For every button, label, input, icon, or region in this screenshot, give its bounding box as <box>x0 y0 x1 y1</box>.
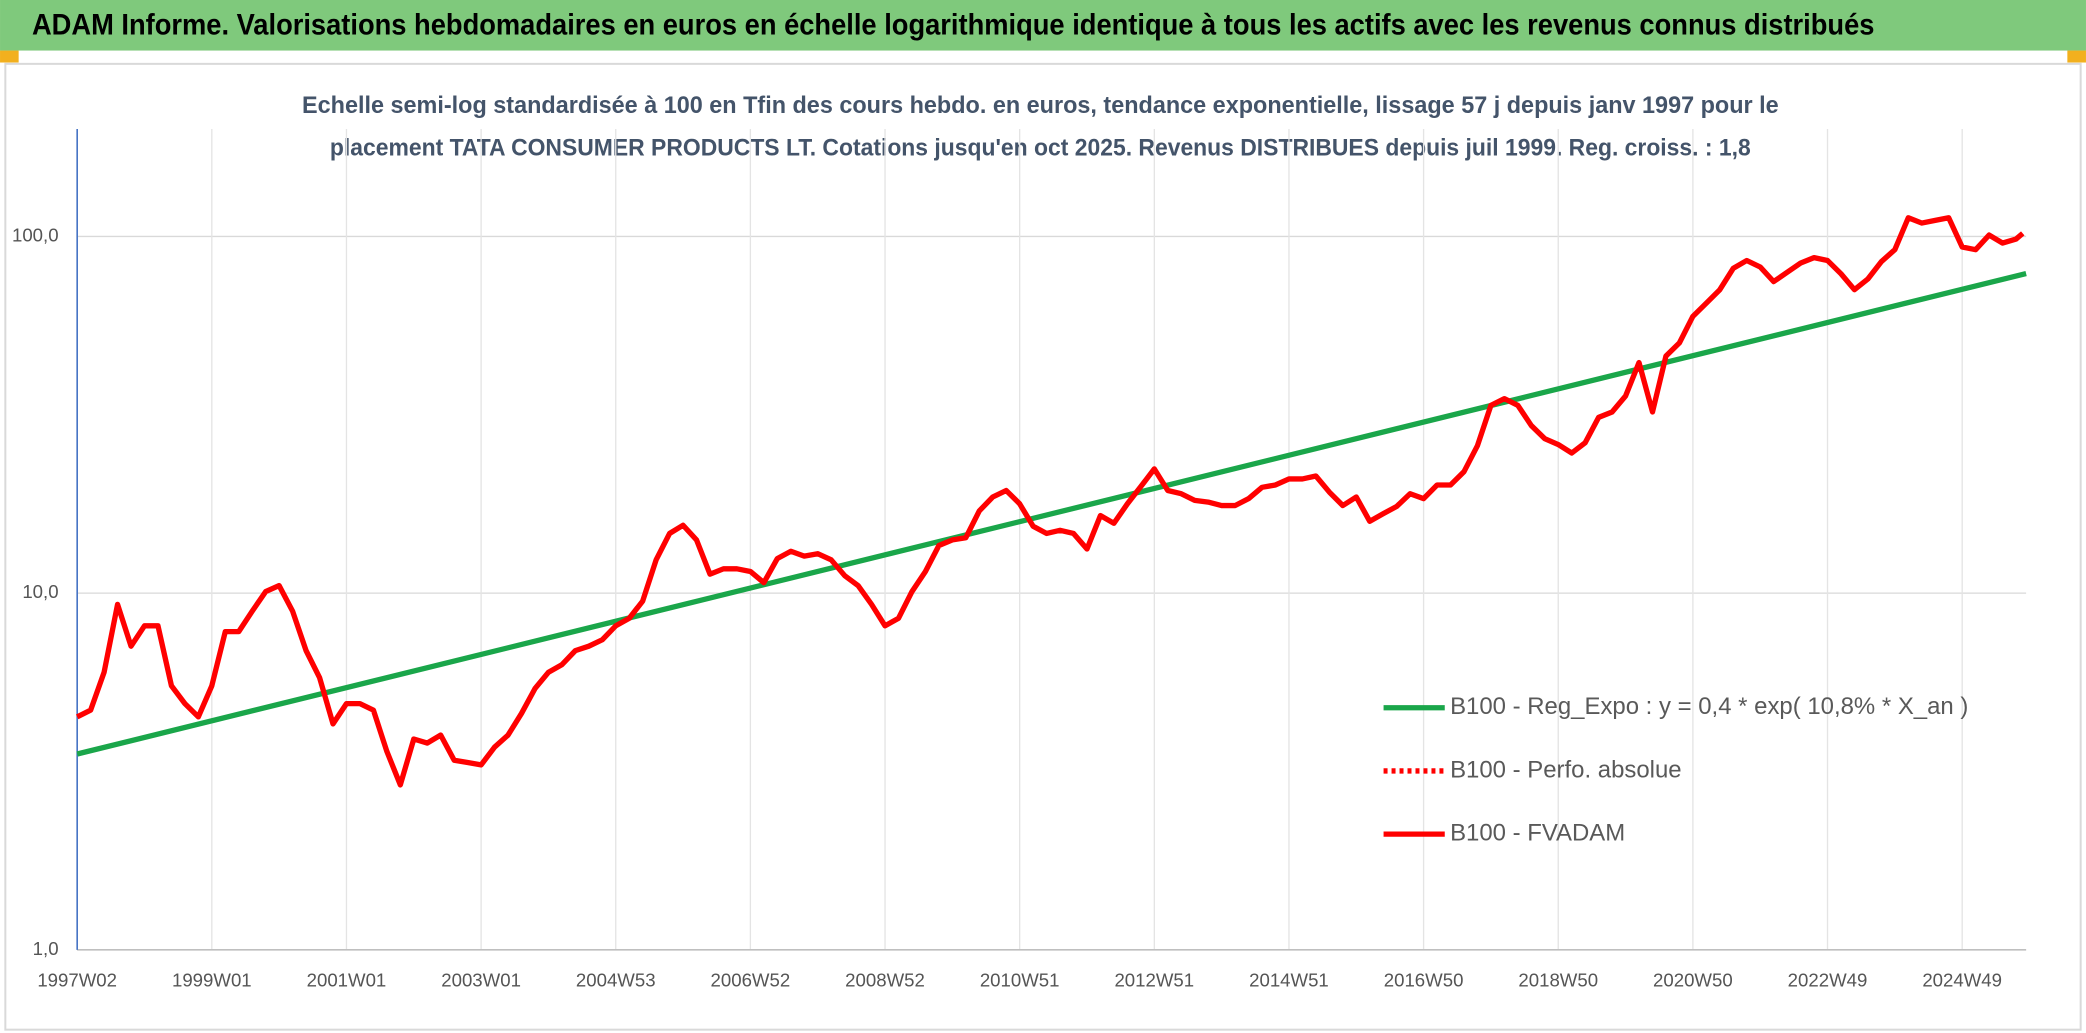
chart-subtitle: Echelle semi-log standardisée à 100 en T… <box>302 92 1779 119</box>
x-tick-label: 2010W51 <box>980 970 1060 991</box>
x-tick-label: 1999W01 <box>172 970 252 991</box>
x-tick-label: 2003W01 <box>441 970 521 991</box>
x-tick-label: 2020W50 <box>1653 970 1733 991</box>
x-tick-label: 2004W53 <box>576 970 656 991</box>
chart-frame <box>4 62 2082 1031</box>
data-line <box>76 270 2027 757</box>
y-tick-label: 1,0 <box>33 938 59 959</box>
legend-label: B100 - Reg_Expo : y = 0,4 * exp( 10,8% *… <box>1450 693 1968 720</box>
x-tick-label: 2022W49 <box>1788 970 1868 991</box>
x-tick-label: 2024W49 <box>1922 970 2002 991</box>
legend-label: B100 - Perfo. absolue <box>1450 756 1682 783</box>
y-tick-label: 100,0 <box>12 224 59 245</box>
legend-label: B100 - FVADAM <box>1450 819 1625 846</box>
x-tick-label: 2016W50 <box>1384 970 1464 991</box>
x-tick-label: 1997W02 <box>37 970 117 991</box>
x-tick-label: 2018W50 <box>1518 970 1598 991</box>
x-tick-label: 2014W51 <box>1249 970 1329 991</box>
x-tick-label: 2012W51 <box>1114 970 1194 991</box>
chart-subtitle: placement TATA CONSUMER PRODUCTS LT. Cot… <box>330 134 1751 161</box>
data-line <box>75 215 2025 788</box>
corner-left <box>0 50 19 63</box>
title-banner <box>0 0 2086 51</box>
corner-right <box>2067 50 2086 63</box>
x-tick-label: 2006W52 <box>711 970 791 991</box>
chart-title: ADAM Informe. Valorisations hebdomadaire… <box>32 9 1875 41</box>
x-tick-label: 2001W01 <box>307 970 387 991</box>
y-tick-label: 10,0 <box>22 581 58 602</box>
x-tick-label: 2008W52 <box>845 970 925 991</box>
